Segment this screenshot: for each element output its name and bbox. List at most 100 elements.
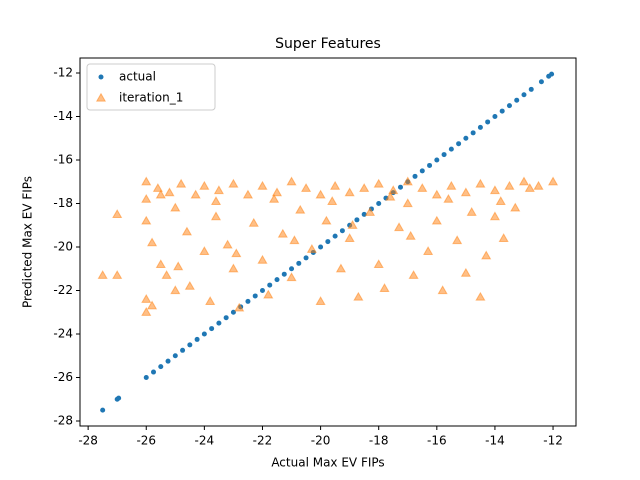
data-point [475,178,486,188]
data-point [332,233,338,239]
data-point [339,228,345,234]
x-tick-label: -12 [543,434,563,448]
data-point [172,353,178,359]
data-point [155,259,166,269]
x-tick-label: -24 [195,434,215,448]
data-point [528,86,534,92]
data-point [296,260,302,266]
data-point [524,183,535,192]
data-point [289,235,300,245]
data-point [443,193,454,203]
data-point [510,202,521,212]
data-point [347,220,358,229]
y-tick-label: -14 [53,109,73,123]
data-point [330,180,341,190]
y-tick-label: -28 [53,413,73,427]
data-point [373,178,384,188]
data-point [245,298,251,304]
data-point [437,285,448,295]
data-point [194,336,200,342]
data-point [393,222,405,232]
data-point [405,230,416,240]
data-point [155,189,166,199]
data-point [452,235,463,245]
data-point [533,180,544,190]
data-point [274,277,280,283]
data-point [353,291,364,301]
data-point [344,233,355,242]
y-tick-label: -26 [53,370,73,384]
data-point [427,162,433,168]
data-point [359,183,370,192]
data-point [376,201,382,207]
data-point [295,204,306,214]
data-point [354,217,360,223]
data-point [303,255,309,261]
data-point [152,183,163,192]
data-point [201,331,207,337]
data-point [448,146,454,152]
data-point [315,296,326,306]
data-point [419,168,425,174]
legend-label: actual [119,70,156,84]
data-point [257,180,268,190]
data-point [327,196,338,205]
data-point [492,114,498,120]
data-point [518,176,530,186]
data-point [173,261,184,271]
data-point [321,215,332,225]
data-point [170,202,181,212]
data-point [504,180,515,190]
x-axis-label: Actual Max EV FIPs [271,456,384,470]
data-point [301,183,312,192]
data-point [170,285,181,295]
data-point [97,270,108,279]
data-point [397,184,403,190]
data-point [417,183,428,192]
y-axis-label: Predicted Max EV FIPs [21,176,35,308]
data-point [176,178,187,188]
data-point [143,374,149,380]
data-point [242,189,254,199]
data-point [263,289,274,299]
data-point [485,119,491,125]
data-point [205,296,216,306]
x-tick-label: -28 [78,434,98,448]
data-point [373,259,384,269]
data-point [112,270,123,279]
chart-title: Super Features [275,36,381,52]
data-point [199,246,210,256]
data-point [481,250,492,260]
data-point [470,130,476,136]
y-tick-label: -16 [53,153,73,167]
data-point [412,173,418,179]
y-tick-label: -22 [53,283,73,297]
data-point [547,176,559,186]
data-point [161,270,172,279]
x-tick-label: -14 [485,434,505,448]
y-tick-label: -20 [53,240,73,254]
data-point [477,124,483,130]
data-point [306,243,317,253]
data-point [141,215,152,225]
data-point [364,206,376,216]
data-point [514,97,520,103]
data-point [318,244,324,250]
data-point [269,193,280,203]
x-tick-label: -26 [136,434,156,448]
data-point [431,215,442,225]
data-point [466,206,477,216]
data-point [164,187,175,197]
data-point [112,209,123,219]
data-point [506,103,512,109]
x-tick-label: -20 [311,434,331,448]
data-point [423,246,434,256]
data-point [252,293,258,299]
data-point [379,283,390,292]
data-point [441,152,447,158]
data-point [98,74,104,80]
data-point [141,307,152,316]
data-point [165,358,171,364]
data-point [475,291,486,301]
